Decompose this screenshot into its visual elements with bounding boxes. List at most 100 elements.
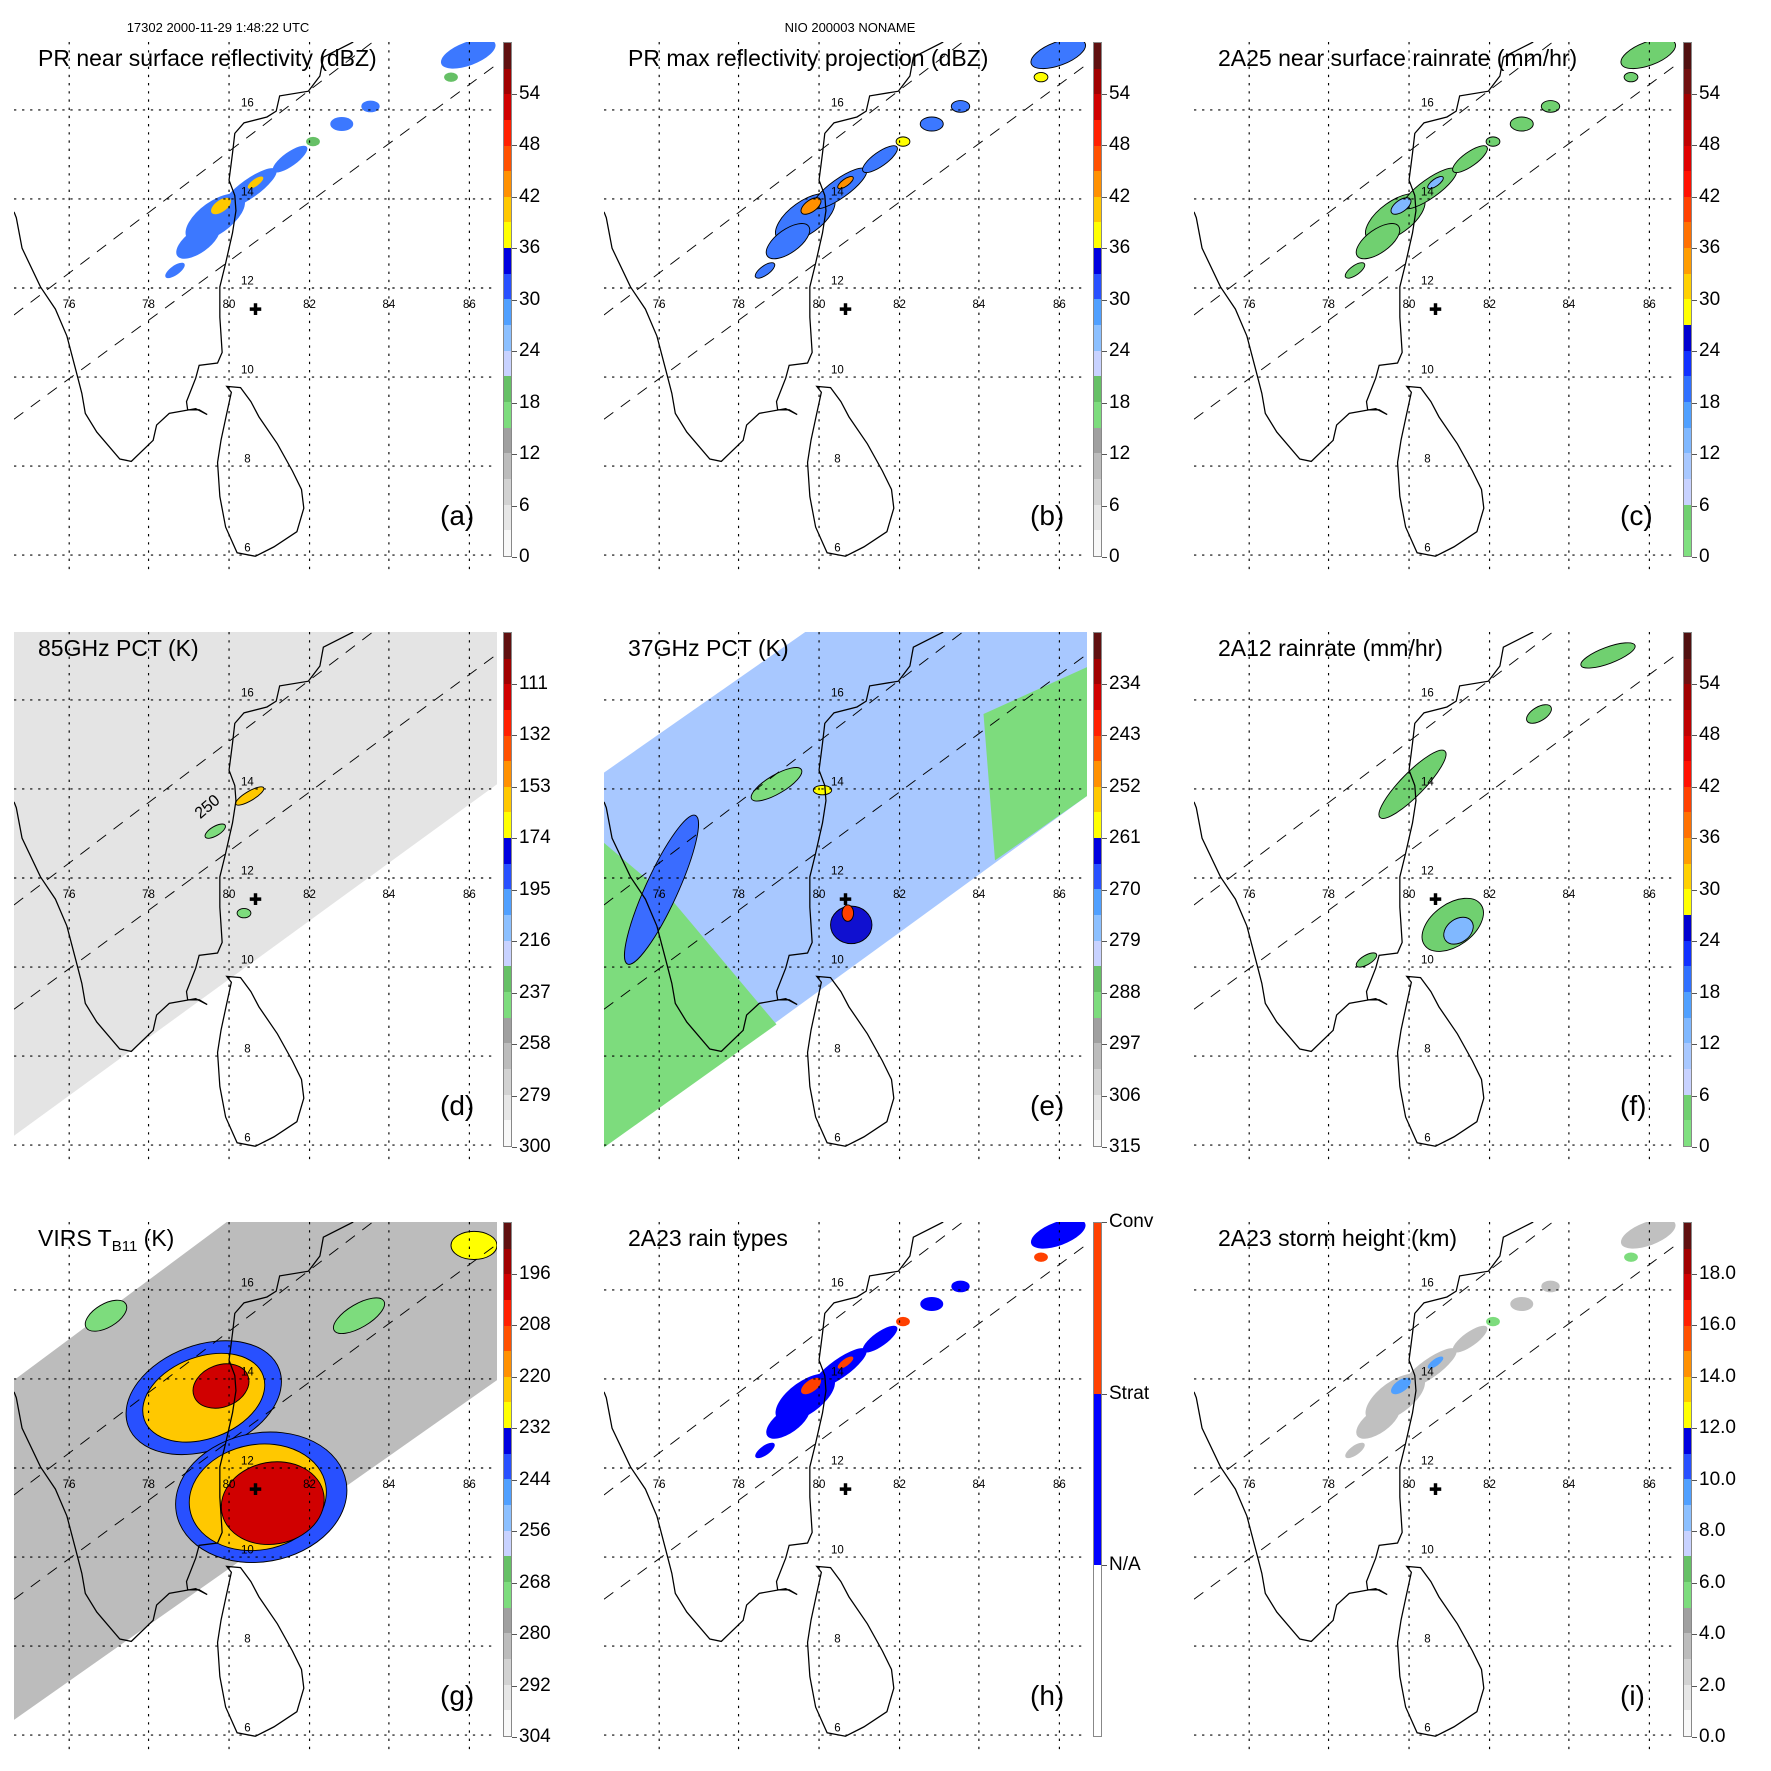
swath-edge: [14, 632, 374, 906]
colorbar-tick-label: 196: [512, 1262, 551, 1284]
map-h: 76 78 80 82 84 86 16 14 12 10 8 6: [604, 1222, 1087, 1755]
data-blob: [204, 823, 226, 839]
data-blob: [1344, 262, 1366, 279]
colorbar-band: [1684, 1633, 1691, 1660]
data-blob: [950, 100, 971, 113]
colorbar-band: [1684, 42, 1691, 69]
colorbar-band: [504, 1120, 511, 1146]
colorbar-band: [504, 1222, 511, 1249]
latitude-label: 10: [831, 953, 844, 966]
panel-title: PR max reflectivity projection (dBZ): [628, 45, 988, 72]
colorbar-band: [1684, 1505, 1691, 1531]
colorbar-band: [1684, 68, 1691, 95]
data-blob: [236, 907, 252, 919]
colorbar-tick-label: 48: [1691, 724, 1721, 745]
longitude-label: 86: [1643, 888, 1656, 901]
colorbar-tick-label: 256: [512, 1520, 551, 1541]
map-i: 76 78 80 82 84 86 16 14 12 10 8 6: [1194, 1222, 1677, 1755]
swath-edge: [1194, 653, 1677, 1010]
colorbar-band: [504, 863, 511, 890]
longitude-label: 82: [1483, 888, 1496, 901]
colorbar-band: [1684, 196, 1691, 223]
data-blob: [176, 223, 220, 259]
panel-title-text: PR max reflectivity projection (dBZ): [628, 45, 989, 71]
india-coastline: [604, 1222, 944, 1643]
panel-title-text: 2A23 storm height (km): [1218, 1225, 1458, 1251]
data-blob: [1443, 916, 1474, 945]
longitude-label: 78: [1322, 888, 1335, 901]
colorbar-tick-label: 174: [512, 827, 551, 848]
colorbar-tick-label: 12: [511, 443, 541, 464]
data-blob: [1486, 1316, 1500, 1327]
colorbar-band: [504, 1043, 511, 1070]
colorbar-band: [504, 68, 511, 95]
colorbar-band: [504, 350, 511, 377]
longitude-label: 86: [1053, 888, 1066, 901]
colorbar-band: [504, 171, 511, 197]
orbit-info-header: 17302 2000-11-29 1:48:22 UTC: [126, 20, 310, 35]
colorbar-tick-label: 153: [512, 775, 551, 797]
latitude-label: 6: [834, 1721, 840, 1734]
colorbar-tick-label: 12: [1691, 1033, 1721, 1054]
panel-letter: (h): [1030, 1680, 1065, 1711]
colorbar-band: [1684, 786, 1691, 813]
sri-lanka-coastline: [806, 975, 895, 1147]
longitude-label: 84: [973, 888, 986, 901]
colorbar-band: [1684, 684, 1691, 710]
latitude-label: 10: [241, 953, 254, 966]
colorbar-band: [1684, 1069, 1691, 1095]
longitude-label: 80: [223, 888, 236, 901]
colorbar-band: [1094, 1120, 1101, 1146]
longitude-label: 80: [1403, 888, 1416, 901]
colorbar-band: [1094, 1017, 1101, 1044]
colorbar-band: [1684, 915, 1691, 941]
latitude-label: 8: [244, 1632, 250, 1645]
longitude-label: 84: [1563, 1478, 1576, 1491]
colorbar-band: [1684, 1530, 1691, 1557]
map-b: 76 78 80 82 84 86 16 14 12 10 8 6: [604, 42, 1087, 575]
panel-title-units: (K): [137, 1225, 175, 1251]
colorbar-band: [504, 786, 511, 813]
colorbar-tick-label: 0: [1692, 546, 1710, 567]
colorbar-tick-label: 6.0: [1691, 1571, 1726, 1593]
colorbar-band: [1684, 658, 1691, 685]
colorbar-band: [504, 889, 511, 916]
swath-edge: [1194, 1243, 1677, 1600]
data-blob: [84, 1299, 128, 1332]
data-blob: [1030, 1222, 1086, 1249]
longitude-label: 84: [383, 888, 396, 901]
latitude-label: 16: [241, 1276, 254, 1289]
sri-lanka-coastline: [216, 1565, 305, 1737]
storm-center-cross-icon: [1429, 1483, 1442, 1495]
sri-lanka-coastline: [806, 1565, 895, 1737]
data-blob: [1509, 116, 1534, 132]
colorbar-band: [504, 1325, 511, 1352]
storm-center-cross-icon: [249, 303, 262, 315]
panel-letter: (a): [440, 500, 475, 531]
latitude-label: 14: [1421, 1365, 1434, 1378]
panel-title: 2A23 storm height (km): [1218, 1225, 1457, 1252]
colorbar-tick-label: 6: [1692, 1084, 1710, 1106]
colorbar-band: [1094, 915, 1101, 941]
colorbar-tick-label: 2.0: [1691, 1674, 1726, 1696]
colorbar-tick-label: 216: [512, 930, 551, 951]
colorbar-tick-label: 234: [1102, 672, 1141, 694]
colorbar-tick-label: 8.0: [1691, 1520, 1726, 1541]
longitude-label: 84: [383, 298, 396, 311]
colorbar-band: [1094, 992, 1101, 1018]
colorbar-band: [1094, 1043, 1101, 1070]
longitude-label: 80: [1403, 1478, 1416, 1491]
colorbar-band: [1684, 632, 1691, 659]
colorbar-tick-label: 0: [1102, 546, 1120, 567]
panel-letter: (i): [1620, 1680, 1645, 1711]
colorbar-band: [504, 838, 511, 864]
latitude-label: 12: [241, 1454, 254, 1467]
colorbar-tick-label: 111: [512, 672, 548, 694]
colorbar-band: [504, 1607, 511, 1634]
colorbar-tick-label: 0: [1692, 1136, 1710, 1157]
colorbar-band: [1684, 863, 1691, 890]
storm-center-cross-icon: [839, 1483, 852, 1495]
colorbar-band: [1094, 42, 1101, 69]
colorbar-tick-label: 54: [511, 82, 541, 104]
latitude-label: 8: [834, 1632, 840, 1645]
